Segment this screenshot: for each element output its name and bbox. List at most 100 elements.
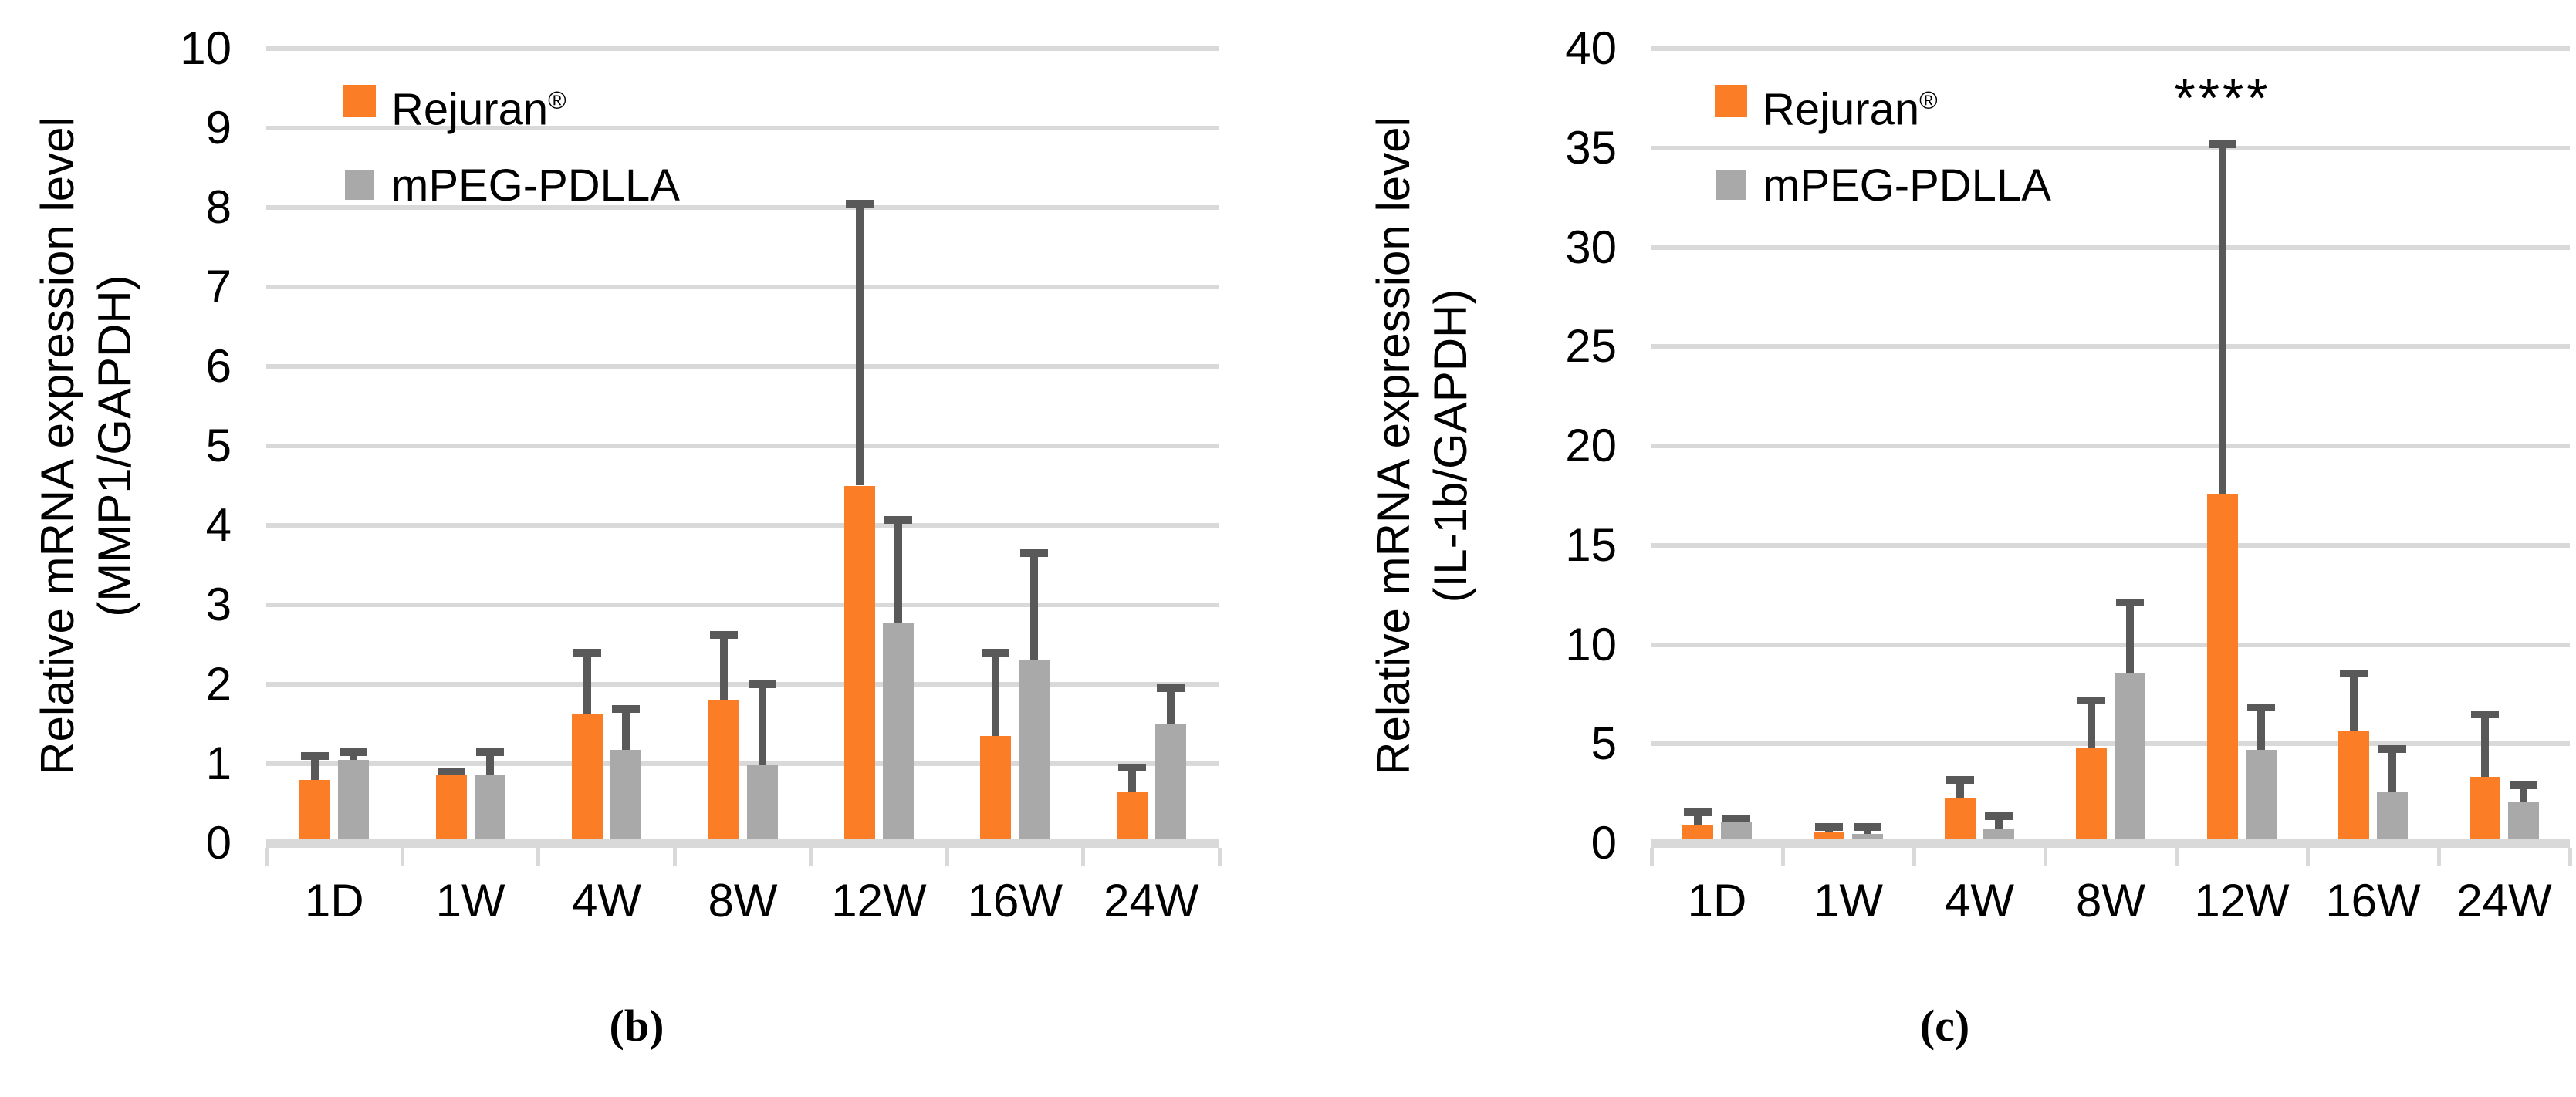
y-tick-label: 1 (205, 738, 232, 789)
legend-swatch-mpeg-pdlla-b (345, 170, 374, 200)
error-bar-cap (1117, 764, 1146, 772)
error-bar-cap (2077, 696, 2105, 704)
gridline (266, 523, 1219, 528)
error-bar-cap (1815, 823, 1843, 832)
error-bar-cap (884, 515, 912, 524)
registered-trademark-symbol-c: ® (1919, 86, 1938, 114)
error-bar-cap (2471, 710, 2499, 718)
error-bar-cap (1722, 814, 1750, 822)
panel-label-b: (b) (609, 1001, 664, 1051)
error-bar-cap (573, 648, 602, 657)
bar-mpeg-pdlla (1983, 828, 2014, 839)
bar-mpeg-pdlla (474, 775, 505, 839)
bar-rejuran (1682, 824, 1713, 839)
y-tick-label: 0 (1591, 817, 1617, 869)
y-axis-title-c: Relative mRNA expression level (IL-1b/GA… (1365, 49, 1479, 843)
error-bar (583, 652, 592, 715)
x-axis-tick (2043, 848, 2047, 866)
error-bar (855, 203, 864, 486)
legend-text-mpeg-pdlla-c: mPEG-PDLLA (1763, 160, 2051, 211)
x-tick-label: 12W (831, 875, 927, 927)
error-bar-cap (2209, 140, 2236, 148)
panel-label-c: (c) (1919, 1001, 1970, 1051)
x-tick-label: 4W (1945, 875, 2014, 927)
bar-rejuran (980, 735, 1012, 839)
x-tick-label: 1D (304, 875, 364, 927)
error-bar (1127, 768, 1136, 792)
bar-mpeg-pdlla (882, 623, 914, 839)
bar-rejuran (2338, 731, 2369, 839)
x-tick-label: 16W (2325, 875, 2421, 927)
legend-swatch-mpeg-pdlla-c (1716, 170, 1746, 200)
legend-text-rejuran-b: Rejuran (391, 84, 549, 135)
y-tick-label: 2 (205, 658, 232, 710)
error-bar (2350, 673, 2358, 731)
y-axis-title-c-line2: (IL-1b/GAPDH) (1425, 289, 1476, 603)
x-axis-tick (2436, 848, 2441, 866)
x-axis-line (266, 839, 1219, 848)
error-bar-cap (301, 751, 330, 760)
x-axis-tick (2174, 848, 2179, 866)
error-bar-cap (2378, 744, 2406, 753)
bar-rejuran (1945, 798, 1976, 839)
x-axis-tick (1780, 848, 1785, 866)
error-bar-cap (748, 680, 776, 688)
error-bar-cap (982, 648, 1010, 657)
gridline (1651, 245, 2570, 250)
bar-rejuran (1116, 792, 1148, 839)
error-bar (2388, 748, 2396, 792)
x-tick-label: 24W (1104, 875, 1199, 927)
bar-rejuran (435, 775, 467, 839)
y-axis-title-b-line1: Relative mRNA expression level (32, 116, 83, 775)
error-bar-cap (1684, 808, 1712, 817)
legend-label-mpeg-pdlla-c: mPEG-PDLLA (1763, 159, 2051, 213)
bar-mpeg-pdlla (746, 765, 778, 839)
y-tick-label: 10 (180, 22, 232, 74)
error-bar (2257, 707, 2265, 750)
legend-swatch-rejuran-b (343, 85, 376, 117)
legend-label-rejuran-b: Rejuran® (391, 73, 566, 137)
y-tick-label: 7 (205, 261, 232, 312)
legend-label-mpeg-pdlla-b: mPEG-PDLLA (391, 159, 680, 213)
gridline (266, 444, 1219, 448)
bar-rejuran (2207, 493, 2238, 839)
y-tick-label: 9 (205, 102, 232, 154)
error-bar (894, 519, 902, 623)
error-bar (1166, 688, 1175, 724)
y-tick-label: 15 (1565, 518, 1617, 571)
y-tick-label: 10 (1565, 618, 1617, 670)
legend-text-rejuran-c: Rejuran (1763, 84, 1920, 135)
bar-mpeg-pdlla (1154, 724, 1186, 839)
error-bar-cap (2247, 703, 2275, 711)
error-bar-cap (1946, 775, 1974, 784)
y-tick-label: 5 (205, 420, 232, 471)
error-bar-cap (612, 704, 641, 713)
bar-mpeg-pdlla (2377, 792, 2408, 839)
error-bar-cap (2116, 599, 2144, 607)
y-tick-label: 30 (1565, 221, 1617, 273)
x-tick-label: 12W (2194, 875, 2290, 927)
error-bar (2520, 785, 2527, 802)
bar-mpeg-pdlla (338, 759, 370, 839)
legend-swatch-rejuran-c (1715, 85, 1747, 117)
bar-rejuran (2470, 776, 2500, 839)
x-axis-tick (2305, 848, 2310, 866)
error-bar (350, 751, 358, 760)
bar-mpeg-pdlla (1721, 822, 1752, 839)
bar-rejuran (299, 779, 331, 839)
error-bar-cap (2340, 669, 2368, 677)
error-bar (485, 751, 494, 776)
error-bar-cap (709, 631, 738, 640)
y-tick-label: 6 (205, 340, 232, 392)
error-bar (622, 708, 630, 751)
error-bar-cap (475, 748, 504, 756)
error-bar (1694, 812, 1702, 825)
gridline (1651, 642, 2570, 647)
y-tick-label: 20 (1565, 420, 1617, 471)
gridline (266, 205, 1219, 210)
gridline (266, 126, 1219, 130)
error-bar (1956, 779, 1964, 799)
x-tick-label: 24W (2456, 875, 2552, 927)
gridline (1651, 741, 2570, 747)
bar-mpeg-pdlla (610, 750, 642, 839)
